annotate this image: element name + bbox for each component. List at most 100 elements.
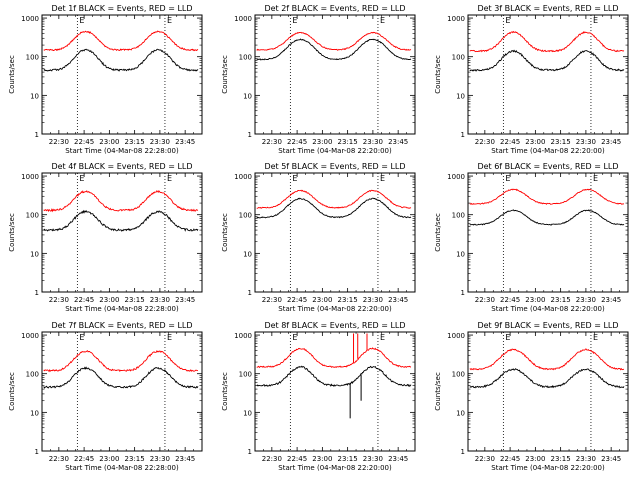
x-tick-label: 23:15 xyxy=(125,296,145,304)
x-axis-label: Start Time (04-Mar-08 22:28:00) xyxy=(65,464,179,472)
x-tick-label: 23:45 xyxy=(601,455,621,463)
panel-title: Det 3f BLACK = Events, RED = LLD xyxy=(477,4,618,13)
y-tick-label: 10 xyxy=(243,250,252,258)
x-axis-label: Start Time (04-Mar-08 22:20:00) xyxy=(491,305,605,313)
x-tick-label: 23:30 xyxy=(576,455,596,463)
y-axis-label: Counts/sec xyxy=(221,372,229,411)
y-axis-label: Counts/sec xyxy=(434,213,442,252)
x-tick-label: 22:30 xyxy=(475,138,495,146)
lld-series-line xyxy=(469,188,625,205)
x-tick-label: 23:45 xyxy=(601,296,621,304)
eclipse-marker: E xyxy=(79,174,84,183)
plot-frame xyxy=(41,14,203,135)
x-tick-label: 22:45 xyxy=(74,138,94,146)
x-tick-label: 23:30 xyxy=(150,138,170,146)
events-series-line xyxy=(469,209,625,226)
panel-det-4: Det 4f BLACK = Events, RED = LLD Counts/s… xyxy=(8,162,203,313)
panel-title: Det 2f BLACK = Events, RED = LLD xyxy=(264,4,405,13)
x-tick-label: 23:45 xyxy=(388,455,408,463)
plot-frame xyxy=(467,14,629,135)
x-tick-label: 23:45 xyxy=(601,138,621,146)
panel-title: Det 5f BLACK = Events, RED = LLD xyxy=(264,162,405,171)
y-tick-label: 1 xyxy=(35,448,39,456)
x-axis-label: Start Time (04-Mar-08 22:28:00) xyxy=(65,305,179,313)
x-axis-label: Start Time (04-Mar-08 22:28:00) xyxy=(65,147,179,155)
y-tick-label: 10 xyxy=(30,250,39,258)
eclipse-marker: E xyxy=(79,333,84,342)
x-tick-label: 23:00 xyxy=(99,138,119,146)
y-tick-label: 10 xyxy=(243,92,252,100)
plot-frame xyxy=(254,172,416,293)
y-tick-label: 10 xyxy=(30,409,39,417)
plot-frame xyxy=(41,172,203,293)
lld-series-line xyxy=(256,347,412,369)
y-tick-label: 1 xyxy=(461,131,465,139)
x-tick-label: 22:30 xyxy=(262,455,282,463)
plot-frame xyxy=(254,14,416,135)
y-tick-label: 10 xyxy=(456,409,465,417)
panel-det-3: Det 3f BLACK = Events, RED = LLD Counts/s… xyxy=(434,4,629,155)
x-tick-label: 23:00 xyxy=(99,296,119,304)
plot-frame xyxy=(41,331,203,452)
y-tick-label: 100 xyxy=(239,371,252,379)
y-tick-label: 1000 xyxy=(21,332,39,340)
x-tick-label: 22:30 xyxy=(49,296,69,304)
eclipse-marker: E xyxy=(505,174,510,183)
eclipse-marker: E xyxy=(167,16,172,25)
x-tick-label: 23:30 xyxy=(150,455,170,463)
eclipse-marker: E xyxy=(292,174,297,183)
x-tick-label: 23:30 xyxy=(363,138,383,146)
x-tick-label: 22:45 xyxy=(500,138,520,146)
lld-series-line xyxy=(256,31,412,51)
y-tick-label: 100 xyxy=(452,54,465,62)
eclipse-marker: E xyxy=(292,16,297,25)
y-tick-label: 1 xyxy=(248,448,252,456)
lld-series-line xyxy=(469,348,624,371)
panel-det-6: Det 6f BLACK = Events, RED = LLD Counts/s… xyxy=(434,162,629,313)
x-tick-label: 23:15 xyxy=(338,138,358,146)
panel-title: Det 7f BLACK = Events, RED = LLD xyxy=(51,321,192,330)
x-tick-label: 23:30 xyxy=(576,138,596,146)
x-tick-label: 23:15 xyxy=(551,455,571,463)
x-tick-label: 22:45 xyxy=(74,455,94,463)
x-tick-label: 22:30 xyxy=(262,138,282,146)
y-tick-label: 1000 xyxy=(21,15,39,23)
x-tick-label: 23:15 xyxy=(551,138,571,146)
lld-series-line xyxy=(43,30,199,52)
y-tick-label: 1000 xyxy=(234,15,252,23)
x-tick-label: 22:30 xyxy=(49,455,69,463)
x-axis-label: Start Time (04-Mar-08 22:20:00) xyxy=(278,147,392,155)
panel-det-5: Det 5f BLACK = Events, RED = LLD Counts/s… xyxy=(221,162,416,313)
eclipse-marker: E xyxy=(380,16,385,25)
y-tick-label: 1 xyxy=(461,289,465,297)
eclipse-marker: E xyxy=(593,333,598,342)
x-tick-label: 23:30 xyxy=(363,296,383,304)
panel-title: Det 1f BLACK = Events, RED = LLD xyxy=(51,4,192,13)
panel-title: Det 9f BLACK = Events, RED = LLD xyxy=(477,321,618,330)
x-tick-label: 23:00 xyxy=(312,455,332,463)
y-tick-label: 1 xyxy=(35,289,39,297)
events-series-line xyxy=(43,48,199,72)
y-tick-label: 100 xyxy=(239,54,252,62)
events-series-line xyxy=(43,209,199,232)
x-tick-label: 22:30 xyxy=(475,296,495,304)
y-axis-label: Counts/sec xyxy=(8,55,16,94)
events-series-line xyxy=(256,365,412,387)
y-tick-label: 1000 xyxy=(447,173,465,181)
x-tick-label: 23:15 xyxy=(551,296,571,304)
x-tick-label: 23:30 xyxy=(363,455,383,463)
y-tick-label: 1000 xyxy=(234,332,252,340)
y-tick-label: 100 xyxy=(452,212,465,220)
events-series-line xyxy=(256,38,412,61)
y-axis-label: Counts/sec xyxy=(8,213,16,252)
y-tick-label: 1 xyxy=(248,131,252,139)
plot-frame xyxy=(254,331,416,452)
plot-frame xyxy=(467,331,629,452)
y-axis-label: Counts/sec xyxy=(434,55,442,94)
x-tick-label: 23:45 xyxy=(175,455,195,463)
eclipse-marker: E xyxy=(380,174,385,183)
x-tick-label: 22:45 xyxy=(287,138,307,146)
plot-frame xyxy=(467,172,629,293)
eclipse-marker: E xyxy=(593,16,598,25)
